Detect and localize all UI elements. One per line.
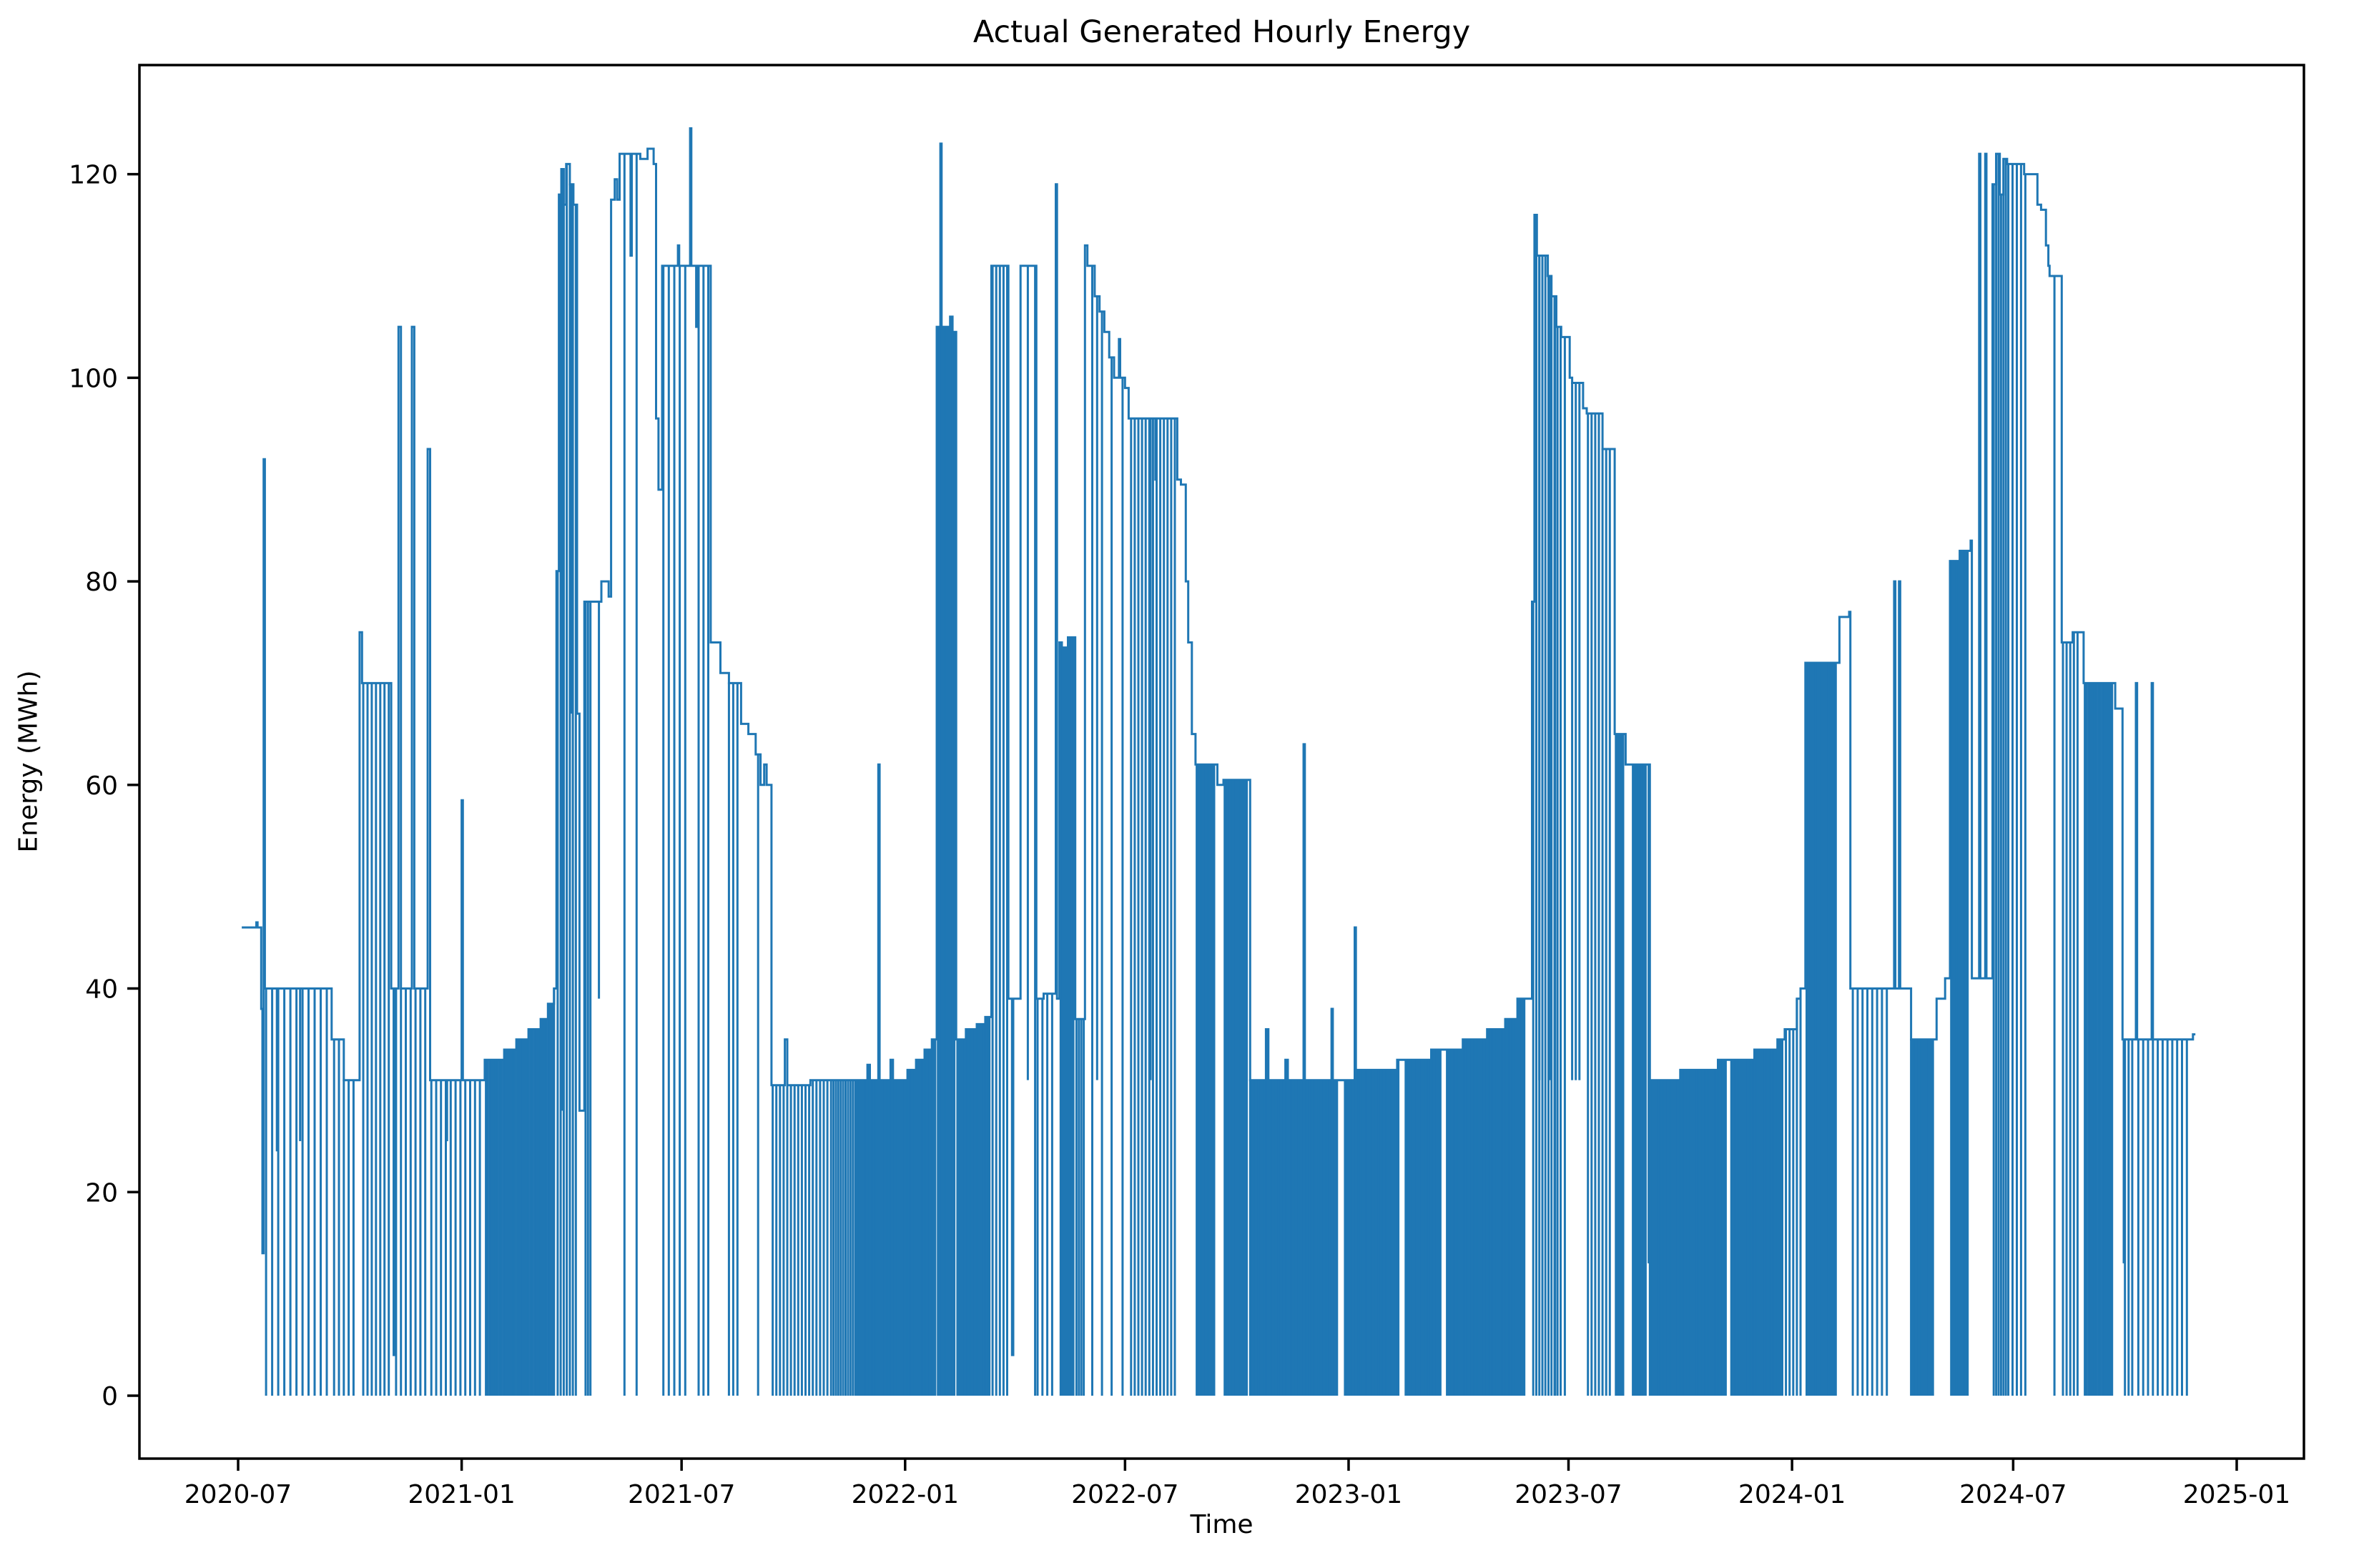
x-tick-label: 2022-01 [852, 1480, 959, 1509]
x-tick-label: 2025-01 [2183, 1480, 2290, 1509]
series-dips [265, 153, 2188, 1396]
x-tick-label: 2022-07 [1071, 1480, 1178, 1509]
x-tick-label: 2021-01 [408, 1480, 515, 1509]
y-tick-label: 120 [69, 161, 118, 190]
y-tick-label: 20 [85, 1178, 118, 1208]
axes: 2020-07 2021-01 2021-07 2022-01 2022-07 2023-… [69, 64, 2305, 1509]
x-tick-label: 2023-01 [1295, 1480, 1402, 1509]
y-tick-label: 80 [85, 568, 118, 597]
y-tick-label: 100 [69, 364, 118, 393]
x-tick-label: 2020-07 [184, 1480, 292, 1509]
x-axis-label: Time [1190, 1510, 1254, 1539]
y-tick-label: 40 [85, 975, 118, 1005]
plot-border [138, 64, 2305, 1460]
x-tick-label: 2021-07 [628, 1480, 735, 1509]
y-tick-label: 60 [85, 771, 118, 801]
x-tick-label: 2023-07 [1515, 1480, 1622, 1509]
y-tick-label: 0 [102, 1382, 118, 1411]
chart-title: Actual Generated Hourly Energy [972, 14, 1471, 50]
x-tick-label: 2024-01 [1738, 1480, 1846, 1509]
x-tick-label: 2024-07 [1959, 1480, 2067, 1509]
